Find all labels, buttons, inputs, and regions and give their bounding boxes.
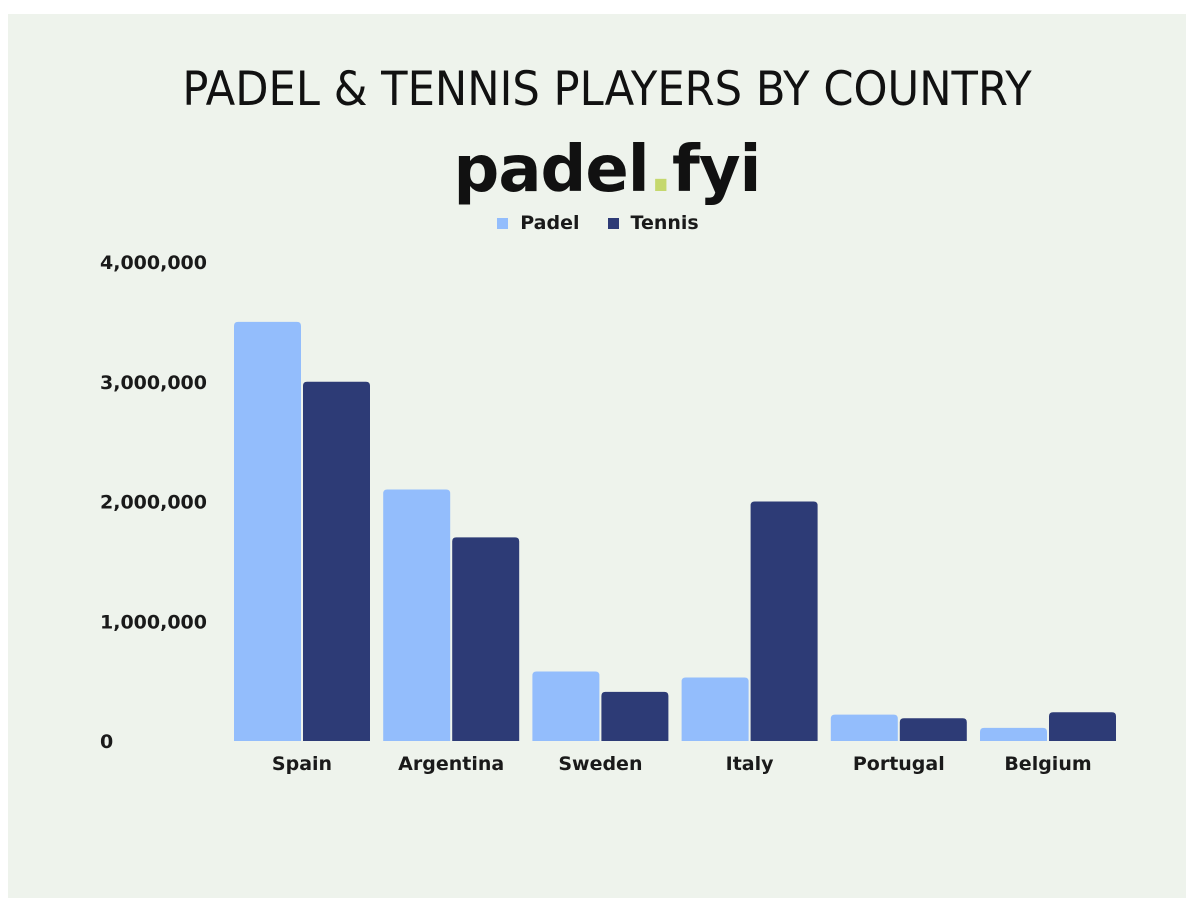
legend-label-padel: Padel: [520, 212, 580, 234]
x-tick-label-sweden: Sweden: [558, 753, 642, 775]
bar-padel-argentina: [383, 489, 451, 741]
x-tick-label-belgium: Belgium: [1004, 753, 1091, 775]
legend-label-tennis: Tennis: [630, 212, 699, 234]
x-tick-label-argentina: Argentina: [398, 753, 504, 775]
y-tick-label: 2,000,000: [100, 492, 207, 514]
legend-item-padel: Padel: [497, 212, 580, 234]
bar-tennis-belgium: [1049, 712, 1116, 741]
y-tick-label: 3,000,000: [100, 372, 207, 394]
x-tick-label-italy: Italy: [726, 753, 774, 775]
bar-padel-italy: [681, 677, 749, 741]
legend: Padel Tennis: [0, 212, 1196, 234]
bar-tennis-argentina: [452, 537, 520, 741]
chart-title: PADEL & TENNIS PLAYERS BY COUNTRY: [182, 62, 1032, 117]
brand-name: padel: [453, 133, 650, 207]
bar-tennis-portugal: [899, 718, 967, 741]
legend-swatch-tennis: [607, 217, 619, 229]
y-tick-label: 0: [100, 731, 113, 753]
bar-padel-portugal: [830, 714, 898, 741]
x-tick-label-portugal: Portugal: [853, 753, 945, 775]
legend-item-tennis: Tennis: [607, 212, 699, 234]
brand-dot: .: [648, 133, 673, 207]
x-tick-label-spain: Spain: [272, 753, 332, 775]
bar-padel-belgium: [980, 727, 1047, 741]
bar-tennis-sweden: [601, 691, 669, 741]
bar-tennis-italy: [750, 501, 818, 741]
chart-card: [8, 14, 1186, 898]
y-tick-label: 4,000,000: [100, 252, 207, 274]
y-tick-label: 1,000,000: [100, 611, 207, 633]
bar-padel-sweden: [532, 671, 600, 741]
brand-suffix: fyi: [671, 133, 761, 207]
bar-padel-spain: [234, 321, 301, 741]
brand-logo: padel.fyi: [0, 128, 1196, 212]
legend-swatch-padel: [497, 217, 509, 229]
bar-tennis-spain: [303, 381, 370, 741]
